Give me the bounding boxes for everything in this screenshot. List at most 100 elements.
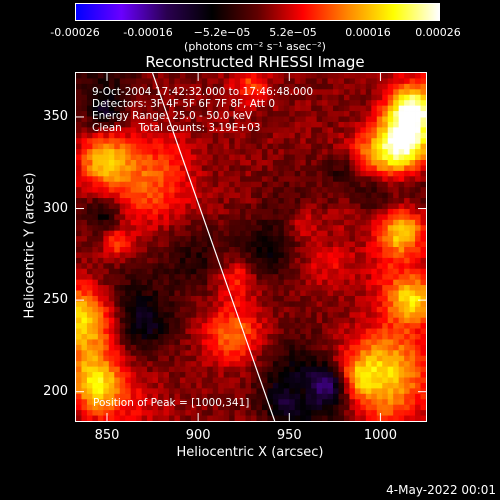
heatmap-cell <box>108 263 115 270</box>
heatmap-cell <box>333 83 339 90</box>
heatmap-cell <box>289 78 296 85</box>
heatmap-cell <box>97 257 104 264</box>
heatmap-cell <box>245 219 252 226</box>
heatmap-cell <box>382 361 389 368</box>
heatmap-cell <box>179 339 186 346</box>
heatmap-cell <box>229 382 235 389</box>
heatmap-cell <box>283 236 290 242</box>
heatmap-cell <box>201 83 208 90</box>
heatmap-cell <box>240 83 246 90</box>
heatmap-cell <box>267 154 274 161</box>
heatmap-cell <box>387 78 394 85</box>
heatmap-cell <box>409 100 416 107</box>
heatmap-cell <box>387 170 394 177</box>
heatmap-cell <box>272 111 279 117</box>
heatmap-cell <box>108 388 115 395</box>
heatmap-cell <box>130 334 137 340</box>
heatmap-cell <box>158 252 164 259</box>
heatmap-cell <box>212 268 219 275</box>
heatmap-cell <box>76 312 82 319</box>
heatmap-cell <box>163 355 170 362</box>
heatmap-cell <box>420 377 426 384</box>
heatmap-cell <box>168 382 175 389</box>
heatmap-cell <box>108 143 115 150</box>
heatmap-cell <box>103 388 110 395</box>
heatmap-cell <box>158 225 164 232</box>
heatmap-cell <box>371 372 378 378</box>
heatmap-cell <box>365 295 372 302</box>
heatmap-cell <box>218 268 225 275</box>
heatmap-cell <box>272 274 279 281</box>
heatmap-cell <box>201 94 208 101</box>
heatmap-cell <box>168 225 175 232</box>
heatmap-cell <box>92 328 99 335</box>
heatmap-cell <box>333 73 339 79</box>
heatmap-cell <box>409 94 416 101</box>
heatmap-cell <box>387 404 394 411</box>
heatmap-cell <box>97 78 104 85</box>
heatmap-cell <box>360 225 367 232</box>
heatmap-cell <box>322 382 328 389</box>
heatmap-cell <box>305 219 312 226</box>
heatmap-cell <box>245 382 252 389</box>
heatmap-cell <box>223 257 230 264</box>
heatmap-cell <box>371 252 378 259</box>
heatmap-cell <box>278 410 285 416</box>
heatmap-cell <box>168 252 175 259</box>
heatmap-cell <box>218 415 225 421</box>
heatmap-cell <box>333 176 339 183</box>
heatmap-cell <box>360 410 367 416</box>
heatmap-cell <box>349 89 356 96</box>
heatmap-cell <box>212 382 219 389</box>
heatmap-cell <box>103 116 110 123</box>
heatmap-cell <box>272 366 279 373</box>
heatmap-cell <box>212 399 219 406</box>
heatmap-cell <box>92 372 99 378</box>
heatmap-cell <box>108 372 115 378</box>
heatmap-cell <box>147 306 153 313</box>
heatmap-cell <box>76 361 82 368</box>
heatmap-cell <box>256 143 263 150</box>
heatmap-cell <box>409 236 416 242</box>
heatmap-cell <box>278 83 285 90</box>
heatmap-cell <box>185 230 192 237</box>
heatmap-cell <box>387 219 394 226</box>
heatmap-cell <box>212 121 219 128</box>
heatmap-cell <box>305 366 312 373</box>
heatmap-cell <box>136 187 143 194</box>
heatmap-cell <box>76 89 82 96</box>
heatmap-cell <box>415 382 421 389</box>
heatmap-cell <box>398 339 405 346</box>
heatmap-cell <box>212 328 219 335</box>
heatmap-cell <box>212 372 219 378</box>
heatmap-cell <box>223 301 230 308</box>
heatmap-cell <box>86 73 93 79</box>
heatmap-cell <box>404 176 410 183</box>
heatmap-cell <box>114 361 121 368</box>
heatmap-cell <box>245 181 252 188</box>
x-tick-label: 850 <box>94 428 120 443</box>
heatmap-cell <box>76 377 82 384</box>
heatmap-cell <box>387 138 394 145</box>
heatmap-cell <box>179 334 186 340</box>
heatmap-cell <box>136 236 143 242</box>
heatmap-cell <box>97 198 104 204</box>
heatmap-cell <box>316 388 323 395</box>
heatmap-cell <box>316 382 323 389</box>
heatmap-cell <box>365 225 372 232</box>
heatmap-cell <box>365 323 372 329</box>
heatmap-cell <box>343 377 350 384</box>
heatmap-cell <box>114 176 121 183</box>
heatmap-cell <box>196 252 203 259</box>
heatmap-cell <box>86 116 93 123</box>
colorbar-units: (photons cm⁻² s⁻¹ asec⁻²) <box>184 40 326 53</box>
heatmap-cell <box>305 355 312 362</box>
heatmap-cell <box>245 257 252 264</box>
heatmap-cell <box>415 160 421 166</box>
heatmap-cell <box>251 263 257 270</box>
heatmap-cell <box>256 100 263 107</box>
heatmap-cell <box>251 154 257 161</box>
heatmap-cell <box>409 355 416 362</box>
heatmap-cell <box>86 111 93 117</box>
heatmap-cell <box>365 160 372 166</box>
